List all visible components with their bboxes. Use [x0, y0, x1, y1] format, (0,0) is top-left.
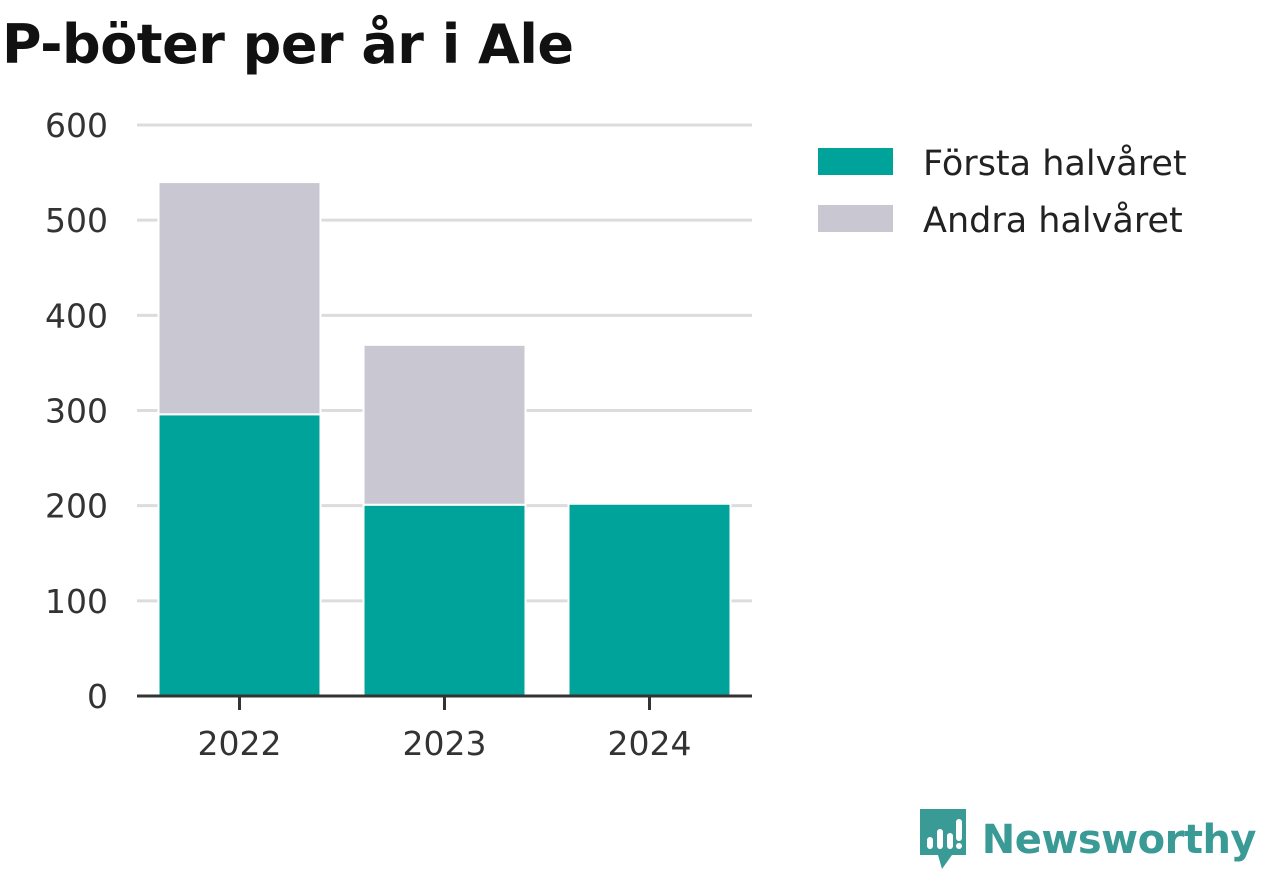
x-axis: 2022 2023 2024: [137, 694, 752, 763]
icon-bar-1: [926, 837, 933, 849]
bar-segment-2022-s0: [157, 413, 322, 697]
x-tick-label: 2022: [198, 724, 282, 763]
bar-segment-2022-s1: [157, 181, 322, 416]
legend: Första halvåret Andra halvåret: [818, 143, 1187, 241]
y-tick-label: 100: [45, 582, 108, 621]
legend-label-0: Första halvåret: [923, 143, 1187, 184]
bar-segment-2024-s0: [567, 502, 732, 697]
y-tick-label: 500: [45, 201, 108, 240]
legend-swatch-1: [818, 205, 893, 232]
bar-segment-2023-s0: [362, 503, 527, 697]
brand-logo: Newsworthy: [918, 809, 1257, 871]
y-tick-label: 400: [45, 296, 108, 335]
x-tick-label: 2023: [403, 724, 487, 763]
bar-chart-speech-bubble-icon: [919, 809, 966, 869]
y-tick-label: 300: [45, 392, 108, 431]
icon-bar-2: [936, 829, 943, 849]
icon-bar-3: [946, 833, 953, 849]
x-tick-label: 2024: [608, 724, 692, 763]
legend-label-1: Andra halvåret: [923, 200, 1183, 241]
icon-dot: [955, 843, 962, 849]
icon-bar-4: [955, 819, 962, 841]
y-tick-label: 600: [45, 106, 108, 145]
bar-segment-2023-s1: [362, 343, 527, 506]
y-tick-label: 0: [87, 677, 108, 716]
y-tick-label: 200: [45, 487, 108, 526]
brand-name: Newsworthy: [981, 817, 1257, 863]
y-axis-ticks: 0 100 200 300 400 500 600: [45, 106, 108, 716]
bars-layer: [157, 181, 732, 697]
legend-swatch-0: [818, 148, 893, 175]
chart-title: P-böter per år i Ale: [2, 13, 574, 76]
